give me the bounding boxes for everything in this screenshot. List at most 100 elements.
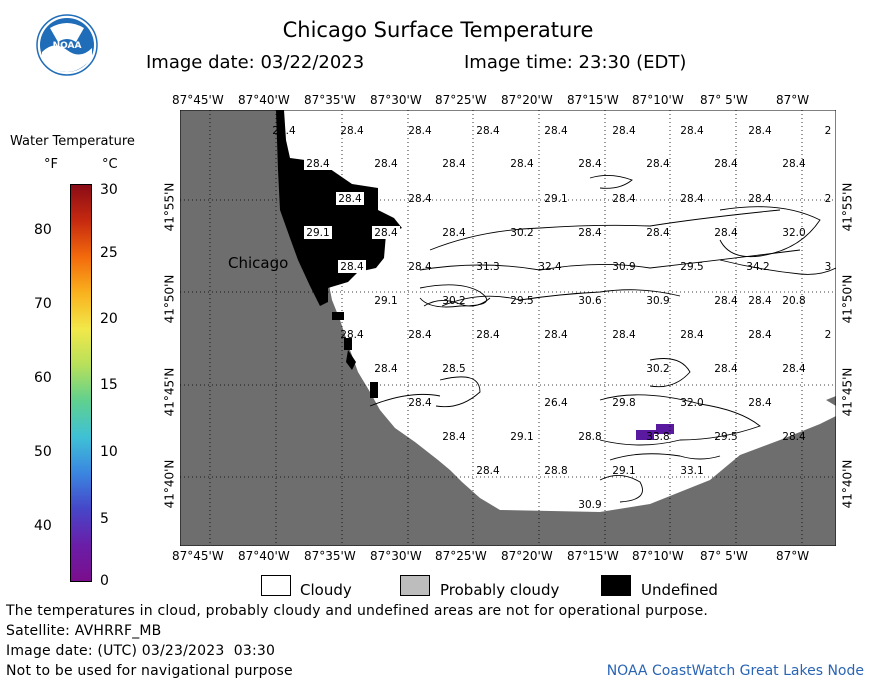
- satellite-info: Satellite: AVHRRF_MB: [6, 623, 162, 639]
- temperature-label: 28.4: [748, 193, 772, 205]
- temperature-label: 28.4: [442, 158, 466, 170]
- temperature-label: 28.4: [340, 261, 364, 273]
- temperature-label: 32.4: [538, 261, 562, 273]
- temperature-label: 28.4: [476, 125, 500, 137]
- temperature-label: 29.1: [374, 295, 397, 307]
- temperature-label: 28.4: [646, 158, 670, 170]
- lat-label: 41°55'N: [162, 182, 177, 232]
- noaa-logo-icon: NOAA: [36, 14, 98, 76]
- temperature-label: 28.4: [374, 158, 398, 170]
- key-probably-cloudy-swatch: [400, 575, 430, 596]
- temperature-label: 28.4: [338, 193, 362, 205]
- temperature-label: 28.4: [612, 193, 636, 205]
- lon-label: 87°35'W: [304, 549, 356, 563]
- land-east: [826, 396, 836, 406]
- lon-label: 87°25'W: [435, 549, 487, 563]
- temperature-label-bg: [338, 260, 366, 273]
- temperature-label-bg: [304, 157, 332, 170]
- lon-label: 87°W: [776, 93, 810, 107]
- lat-label: 41°45'N: [162, 367, 177, 417]
- f-tick: 40: [34, 518, 52, 534]
- temperature-label: 28.4: [510, 158, 534, 170]
- temperature-label: 26.4: [544, 397, 568, 409]
- temperature-label: 30.9: [612, 261, 635, 273]
- legend-title: Water Temperature: [10, 134, 135, 149]
- graticule: [180, 110, 836, 546]
- temperature-label: 30.9: [646, 295, 669, 307]
- temperature-label: 2: [825, 329, 832, 341]
- temperature-label: 30.9: [578, 499, 601, 511]
- land-west: [180, 110, 836, 546]
- temperature-label: 28.5: [442, 363, 465, 375]
- temperature-label: 28.4: [578, 227, 602, 239]
- c-tick: 25: [100, 245, 118, 261]
- temperature-label: 28.4: [408, 329, 432, 341]
- c-tick: 10: [100, 444, 118, 460]
- c-tick: 0: [100, 573, 109, 589]
- temperature-label: 28.4: [544, 329, 568, 341]
- lon-label: 87°10'W: [632, 549, 684, 563]
- undefined-speck: [332, 312, 378, 398]
- lon-label: 87°45'W: [172, 93, 224, 107]
- temperature-label: 28.8: [544, 465, 567, 477]
- key-probably-cloudy-label: Probably cloudy: [440, 581, 560, 599]
- lon-label: 87° 5'W: [700, 549, 748, 563]
- temperature-label: 28.4: [340, 329, 364, 341]
- image-date: Image date: 03/22/2023: [146, 52, 365, 73]
- f-tick: 70: [34, 296, 52, 312]
- lon-label: 87°35'W: [304, 93, 356, 107]
- noaa-logo-text: NOAA: [53, 41, 82, 51]
- chicago-marker: [297, 243, 307, 253]
- image-time: Image time: 23:30 (EDT): [464, 52, 687, 73]
- contours: [369, 175, 836, 503]
- lat-label: 41°40'N: [840, 459, 855, 509]
- temperature-label: 28.4: [578, 158, 602, 170]
- temperature-label: 28.4: [442, 227, 466, 239]
- lon-label: 87°30'W: [370, 549, 422, 563]
- temperature-label: 29.5: [510, 295, 533, 307]
- temperature-label: 28.4: [680, 125, 704, 137]
- temperature-label: 28.4: [544, 125, 568, 137]
- lon-label: 87°45'W: [172, 549, 224, 563]
- temperature-labels: 28.4 28.4 28.4 28.4 28.4 28.4 28.4 28.4 2 28.4 28.…: [272, 125, 831, 511]
- lon-label: 87°25'W: [435, 93, 487, 107]
- temperature-label: 29.5: [680, 261, 703, 273]
- key-undefined-label: Undefined: [641, 581, 718, 599]
- temperature-label: 29.1: [544, 193, 567, 205]
- lon-label: 87°20'W: [501, 549, 553, 563]
- key-undefined-swatch: [601, 575, 631, 596]
- lon-label: 87°40'W: [238, 549, 290, 563]
- lon-label: 87°30'W: [370, 93, 422, 107]
- temperature-label: 29.1: [612, 465, 635, 477]
- temperature-label: 28.4: [476, 465, 500, 477]
- temperature-label-bg: [372, 226, 400, 239]
- temperature-label: 28.4: [680, 193, 704, 205]
- c-tick: 5: [100, 511, 109, 527]
- lat-label: 41°55'N: [840, 182, 855, 232]
- key-cloudy-swatch: [261, 575, 291, 596]
- temperature-label: 28.4: [340, 125, 364, 137]
- lon-label: 87°15'W: [567, 549, 619, 563]
- temperature-label: 28.4: [714, 227, 738, 239]
- temperature-label: 33.1: [680, 465, 703, 477]
- temperature-label: 29.1: [510, 431, 533, 443]
- noaa-logo: NOAA: [36, 14, 98, 76]
- temperature-label: 2: [825, 125, 832, 137]
- temperature-label: 28.4: [646, 227, 670, 239]
- temperature-label: 28.4: [442, 431, 466, 443]
- lon-label: 87°10'W: [632, 93, 684, 107]
- temperature-label: 28.4: [748, 295, 772, 307]
- temperature-label: 28.4: [612, 125, 636, 137]
- c-tick: 20: [100, 311, 118, 327]
- temperature-label: 20.8: [782, 295, 805, 307]
- credit-link[interactable]: NOAA CoastWatch Great Lakes Node: [606, 663, 864, 679]
- lat-label: 41°50'N: [162, 274, 177, 324]
- lat-label: 41°50'N: [840, 274, 855, 324]
- c-tick: 15: [100, 377, 118, 393]
- temperature-label: 28.4: [714, 363, 738, 375]
- nav-warning: Not to be used for navigational purpose: [6, 663, 293, 679]
- f-tick: 60: [34, 370, 52, 386]
- temperature-label: 32.0: [680, 397, 703, 409]
- temperature-label: 30.2: [442, 295, 465, 307]
- temperature-label: 28.4: [272, 125, 296, 137]
